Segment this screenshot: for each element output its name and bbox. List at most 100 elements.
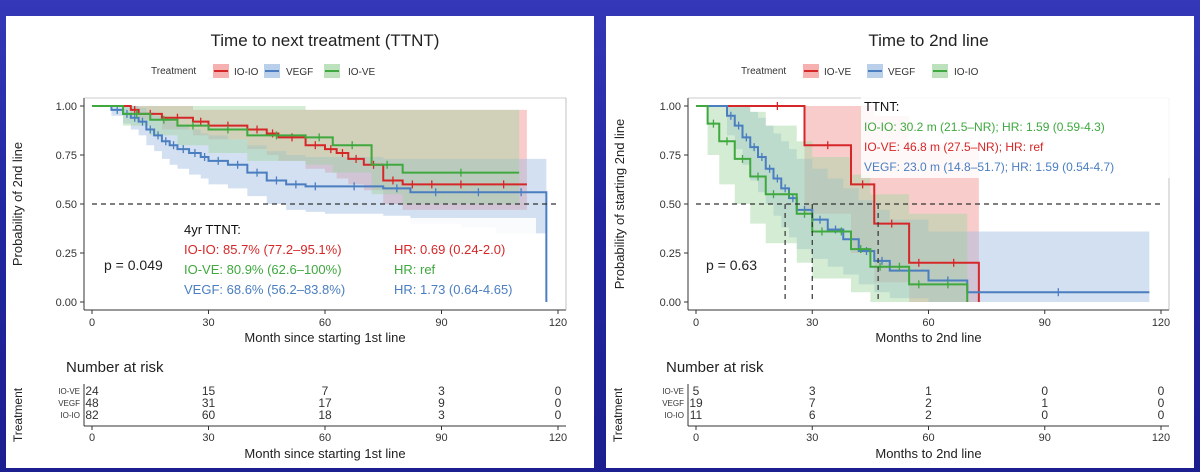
ci-band-io-ve bbox=[92, 106, 520, 204]
legend-label-vegf: VEGF bbox=[286, 67, 313, 78]
risk-count-vegf: 19 bbox=[689, 396, 703, 410]
risk-x-tick-label: 60 bbox=[922, 432, 934, 444]
ci-band-vegf bbox=[696, 106, 1150, 302]
y-tick-label: 0.75 bbox=[660, 150, 681, 162]
legend-label-vegf: VEGF bbox=[888, 67, 915, 78]
km-line-vegf bbox=[92, 105, 548, 302]
y-tick-label: 1.00 bbox=[660, 101, 681, 113]
risk-count-io-io: 6 bbox=[809, 408, 816, 422]
y-axis-label: Probability of 2nd line bbox=[10, 142, 25, 266]
km-line-io-ve bbox=[696, 105, 980, 302]
risk-table-xlabel: Month since starting 1st line bbox=[244, 446, 405, 461]
x-tick-label: 90 bbox=[435, 317, 447, 329]
risk-table-title: Number at risk bbox=[666, 359, 764, 376]
risk-x-tick-label: 90 bbox=[1039, 432, 1051, 444]
risk-count-io-ve: 7 bbox=[322, 384, 329, 398]
risk-count-io-ve: 1 bbox=[925, 384, 932, 398]
risk-row-label-io-ve: IO-VE bbox=[58, 387, 80, 396]
legend-label-io-ve: IO-VE bbox=[348, 67, 376, 78]
risk-row-label-io-io: IO-IO bbox=[664, 411, 684, 420]
annotation-hr-vegf: HR: 1.73 (0.64-4.65) bbox=[394, 282, 513, 297]
y-tick-label: 0.50 bbox=[660, 199, 681, 211]
chart-panel-time-to-2nd-line: Time to 2nd line Treatment IO-VE VEGF IO-IO 0… bbox=[606, 16, 1194, 468]
legend-label-io-io: IO-IO bbox=[234, 67, 259, 78]
risk-x-tick-label: 90 bbox=[435, 432, 447, 444]
legend-label-io-ve: IO-VE bbox=[824, 67, 852, 78]
risk-count-io-ve: 15 bbox=[202, 384, 216, 398]
risk-count-vegf: 9 bbox=[438, 396, 445, 410]
risk-table-title: Number at risk bbox=[66, 359, 164, 376]
y-tick-label: 0.25 bbox=[56, 248, 77, 260]
risk-row-label-io-io: IO-IO bbox=[60, 411, 80, 420]
risk-x-tick-label: 30 bbox=[806, 432, 818, 444]
annotation-hr-io-io: HR: 0.69 (0.24-2.0) bbox=[394, 242, 505, 257]
risk-count-io-io: 18 bbox=[318, 408, 332, 422]
y-tick-label: 0.50 bbox=[56, 199, 77, 211]
legend-title: Treatment bbox=[151, 66, 196, 77]
p-value: p = 0.63 bbox=[706, 257, 757, 273]
risk-count-vegf: 31 bbox=[202, 396, 216, 410]
risk-x-tick-label: 120 bbox=[1152, 432, 1170, 444]
x-tick-label: 0 bbox=[89, 317, 95, 329]
x-tick-label: 30 bbox=[806, 317, 818, 329]
p-value: p = 0.049 bbox=[104, 257, 163, 273]
km-chart-time-to-2nd-line: Time to 2nd line Treatment IO-VE VEGF IO-IO 0… bbox=[611, 31, 1191, 461]
risk-count-io-io: 0 bbox=[555, 408, 562, 422]
risk-row-label-vegf: VEGF bbox=[58, 399, 80, 408]
annotation-vegf: VEGF: 68.6% (56.2–83.8%) bbox=[184, 282, 345, 297]
risk-count-vegf: 0 bbox=[1158, 396, 1165, 410]
legend-title: Treatment bbox=[741, 66, 786, 77]
x-tick-label: 60 bbox=[922, 317, 934, 329]
y-tick-label: 1.00 bbox=[56, 101, 77, 113]
risk-count-io-ve: 5 bbox=[693, 384, 700, 398]
x-tick-label: 90 bbox=[1039, 317, 1051, 329]
risk-table-ylabel: Treatment bbox=[611, 387, 625, 442]
risk-x-tick-label: 60 bbox=[319, 432, 331, 444]
risk-count-vegf: 17 bbox=[318, 396, 332, 410]
chart-title: Time to next treatment (TTNT) bbox=[211, 31, 440, 50]
annotation-hr-io-ve: HR: ref bbox=[394, 262, 436, 277]
chart-panel-ttnt: Time to next treatment (TTNT) Treatment IO… bbox=[6, 16, 594, 468]
risk-count-io-io: 60 bbox=[202, 408, 216, 422]
annotation-vegf: VEGF: 23.0 m (14.8–51.7); HR: 1.59 (0.54… bbox=[864, 160, 1114, 174]
y-tick-label: 0.75 bbox=[56, 150, 77, 162]
y-tick-label: 0.00 bbox=[660, 297, 681, 309]
annotation-heading: 4yr TTNT: bbox=[184, 222, 241, 237]
risk-count-io-io: 0 bbox=[1158, 408, 1165, 422]
km-chart-ttnt: Time to next treatment (TTNT) Treatment IO… bbox=[10, 31, 567, 461]
risk-count-io-io: 2 bbox=[925, 408, 932, 422]
annotation-block: TTNT: IO-IO: 30.2 m (21.5–NR); HR: 1.59 (… bbox=[861, 96, 1191, 178]
y-tick-label: 0.25 bbox=[660, 248, 681, 260]
km-line-io-io bbox=[696, 105, 969, 302]
x-tick-label: 0 bbox=[693, 317, 699, 329]
annotation-io-ve: IO-VE: 46.8 m (27.5–NR); HR: ref bbox=[864, 140, 1044, 154]
risk-count-io-io: 0 bbox=[1041, 408, 1048, 422]
risk-x-tick-label: 30 bbox=[202, 432, 214, 444]
risk-count-vegf: 7 bbox=[809, 396, 816, 410]
risk-table-xlabel: Months to 2nd line bbox=[875, 446, 981, 461]
plot-area bbox=[92, 105, 558, 302]
x-axis-label: Month since starting 1st line bbox=[244, 330, 405, 345]
risk-table-ylabel: Treatment bbox=[11, 387, 25, 442]
risk-x-tick-label: 0 bbox=[89, 432, 95, 444]
risk-count-vegf: 1 bbox=[1041, 396, 1048, 410]
km-line-io-ve bbox=[92, 105, 520, 174]
risk-count-vegf: 2 bbox=[925, 396, 932, 410]
risk-count-io-ve: 3 bbox=[809, 384, 816, 398]
legend-label-io-io: IO-IO bbox=[954, 67, 979, 78]
legend: Treatment IO-IO VEGF IO-VE bbox=[151, 64, 376, 78]
annotation-background bbox=[180, 218, 536, 300]
risk-count-vegf: 0 bbox=[555, 396, 562, 410]
risk-count-io-io: 82 bbox=[85, 408, 99, 422]
risk-row-label-io-ve: IO-VE bbox=[662, 387, 684, 396]
risk-count-io-ve: 0 bbox=[555, 384, 562, 398]
risk-row-label-vegf: VEGF bbox=[662, 399, 684, 408]
x-tick-label: 120 bbox=[1152, 317, 1170, 329]
annotation-io-io: IO-IO: 30.2 m (21.5–NR); HR: 1.59 (0.59-… bbox=[864, 120, 1105, 134]
risk-x-tick-label: 120 bbox=[549, 432, 567, 444]
risk-count-io-ve: 24 bbox=[85, 384, 99, 398]
annotation-heading: TTNT: bbox=[864, 99, 899, 114]
x-axis-label: Months to 2nd line bbox=[875, 330, 981, 345]
x-tick-label: 120 bbox=[549, 317, 567, 329]
annotation-background bbox=[861, 96, 1191, 178]
